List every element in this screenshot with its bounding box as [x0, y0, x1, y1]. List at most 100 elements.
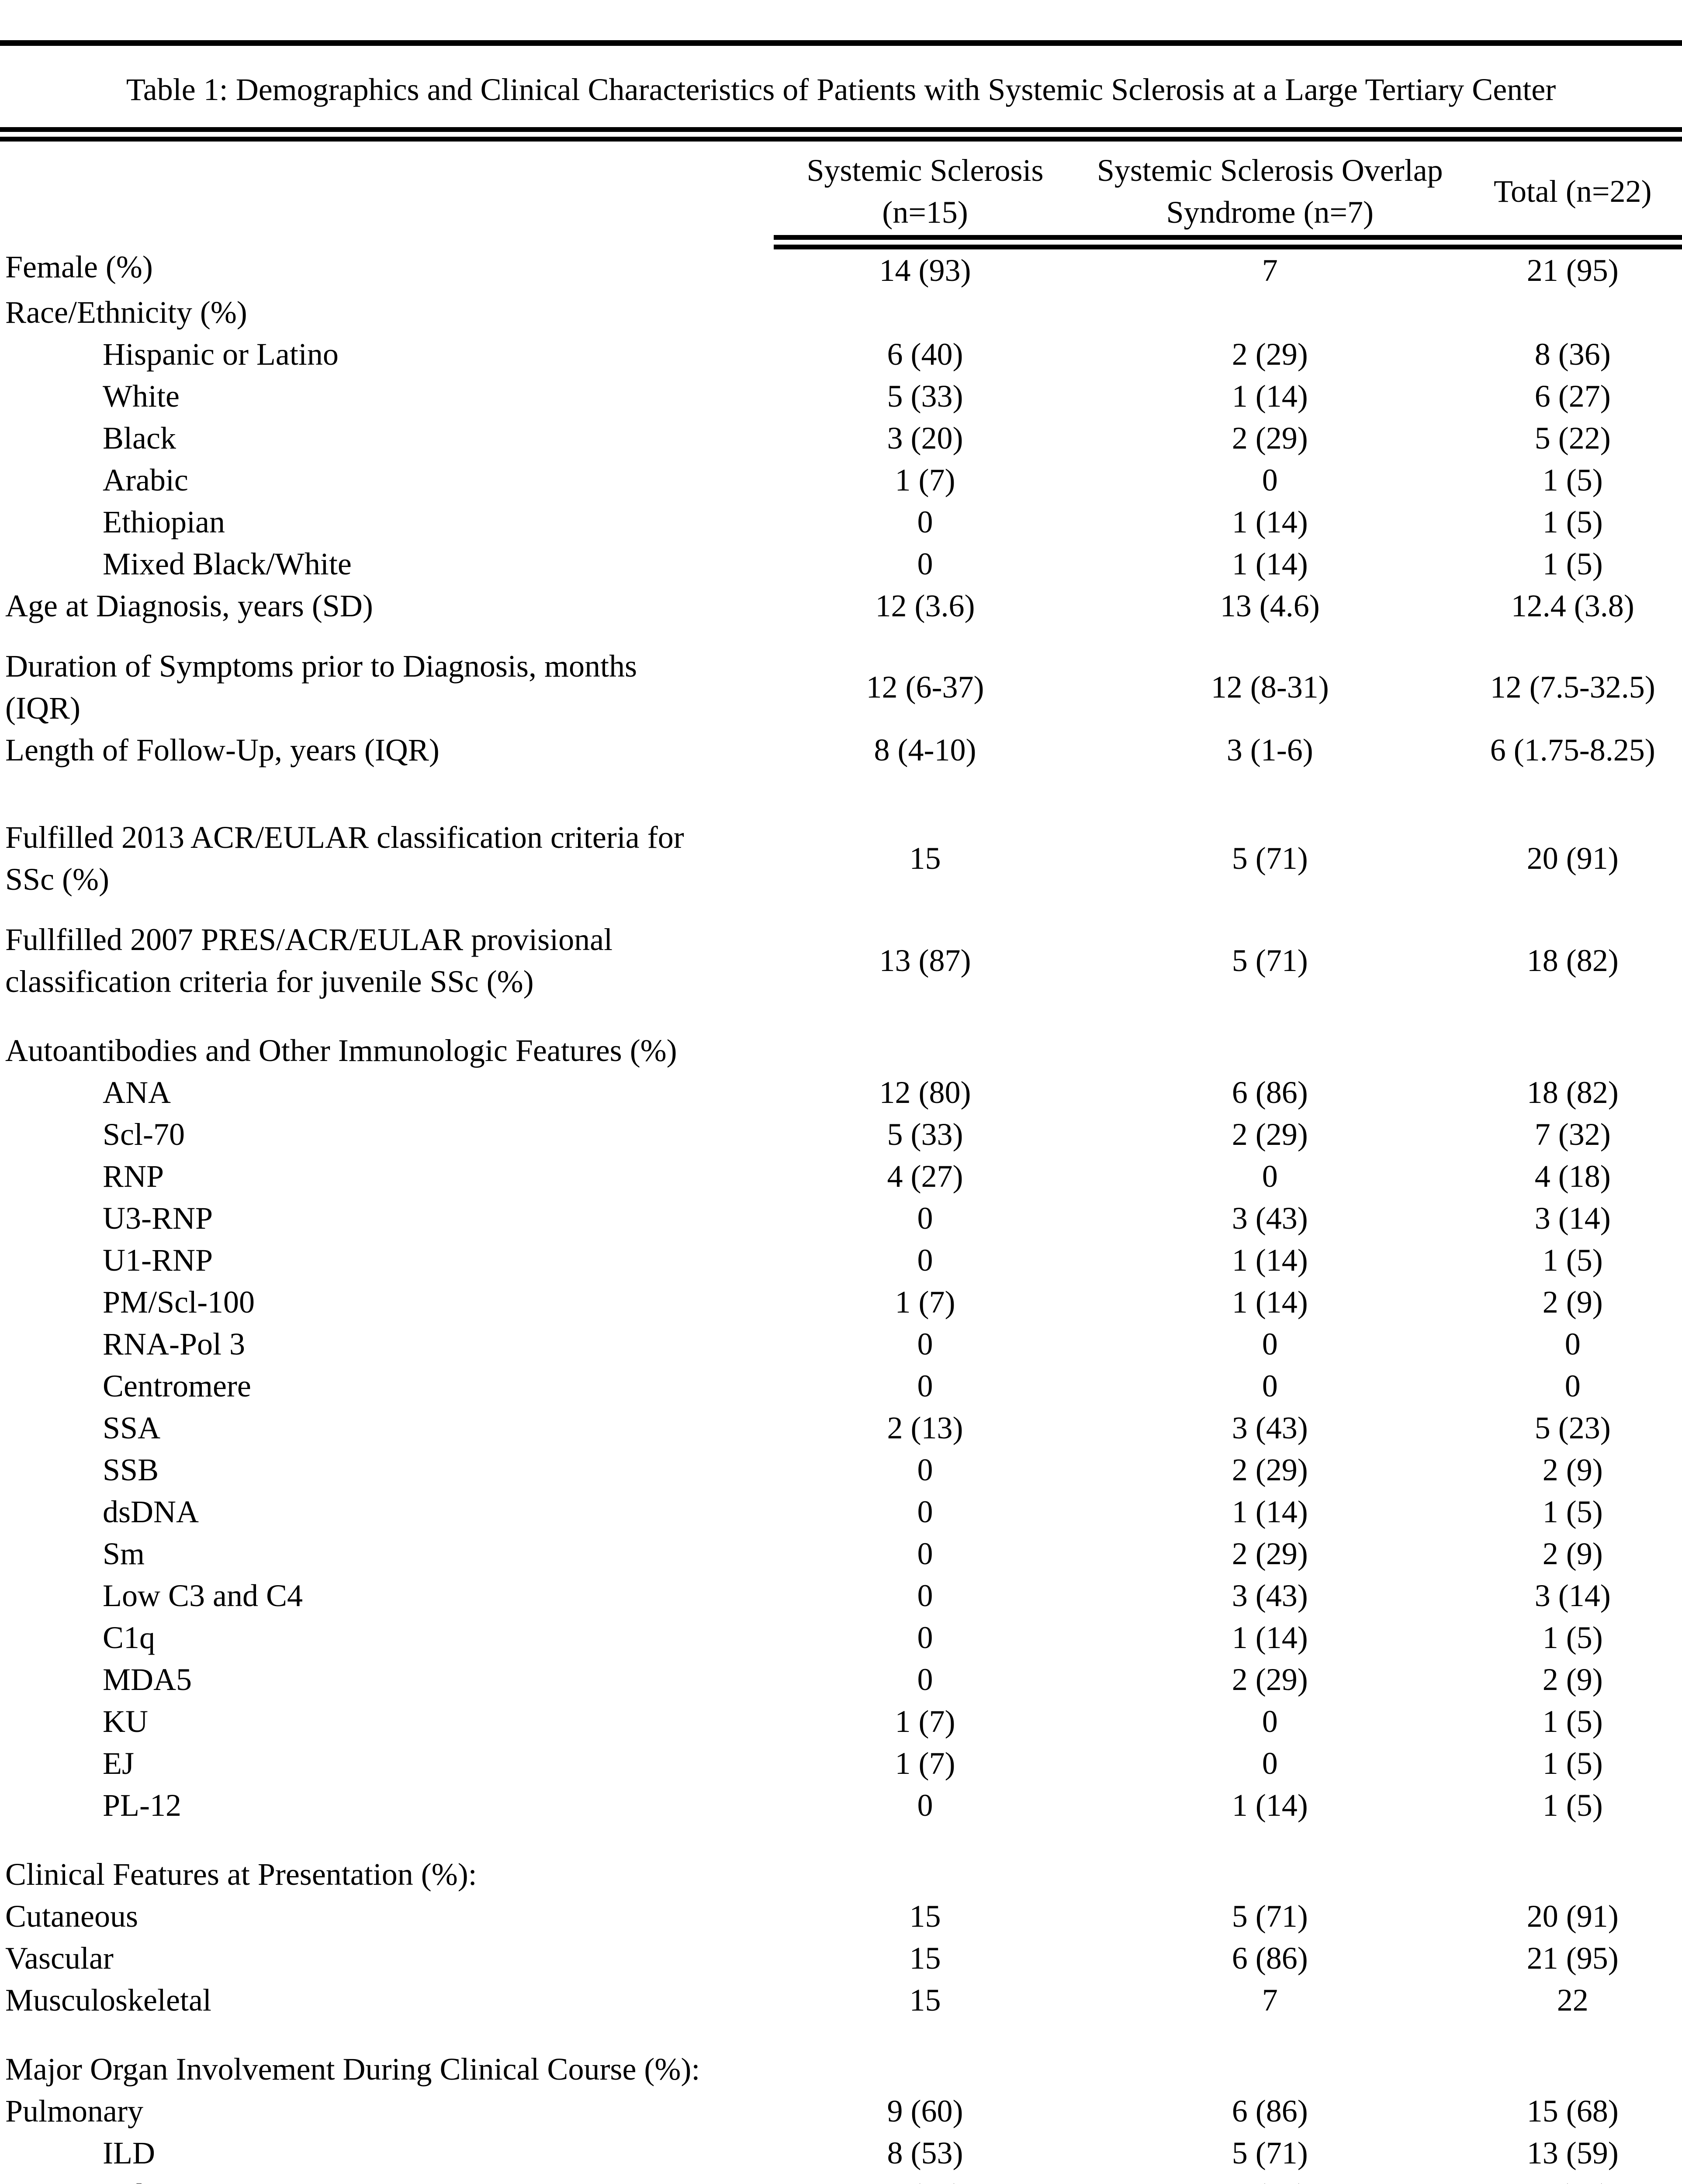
table-row: Fulfilled 2013 ACR/EULAR classification …: [0, 798, 1682, 900]
cell-value: 1 (5): [1542, 505, 1603, 539]
table-row: Mixed Black/White 0 1 (14) 1 (5): [0, 543, 1682, 585]
cell-value: 1 (5): [1542, 463, 1603, 498]
row-label: U1-RNP: [103, 1243, 213, 1278]
cell-value: 14 (93): [879, 253, 971, 288]
cell-value: [774, 1030, 1076, 1071]
row-label: SSB: [103, 1452, 159, 1487]
cell-value: 0: [1564, 1368, 1581, 1403]
cell-value: 13 (59): [1526, 2136, 1619, 2170]
row-label: RNA-Pol 3: [103, 1327, 246, 1362]
table-row: Pulmonary 9 (60) 6 (86) 15 (68): [0, 2090, 1682, 2132]
table-row: EJ 1 (7) 0 1 (5): [0, 1742, 1682, 1784]
table-header: Systemic Sclerosis (n=15) Systemic Scler…: [0, 142, 1682, 249]
row-label: Black: [103, 421, 176, 456]
row-label: Musculoskeletal: [5, 1983, 211, 2018]
cell-value: 20 (91): [1526, 841, 1619, 876]
row-label: PL-12: [103, 1788, 181, 1823]
table-row: U1-RNP 0 1 (14) 1 (5): [0, 1239, 1682, 1281]
cell-value: 1 (7): [895, 1746, 955, 1781]
cell-value: 1 (5): [1542, 546, 1603, 581]
table-row: KU 1 (7) 0 1 (5): [0, 1700, 1682, 1742]
table-row: PL-12 0 1 (14) 1 (5): [0, 1784, 1682, 1826]
cell-value: 1 (5): [1542, 1788, 1603, 1823]
row-label: Vascular: [5, 1941, 114, 1976]
cell-value: [1076, 291, 1464, 333]
cell-value: 1 (14): [1232, 1243, 1308, 1278]
cell-value: 1 (14): [1232, 1494, 1308, 1529]
table-row: Duration of Symptoms prior to Diagnosis,…: [0, 627, 1682, 729]
cell-value: 8 (4-10): [874, 733, 976, 767]
row-label: Major Organ Involvement During Clinical …: [5, 2052, 700, 2087]
cell-value: 1 (14): [1232, 1788, 1308, 1823]
cell-value: 5 (71): [1232, 2136, 1308, 2170]
row-label: MDA5: [103, 1662, 192, 1697]
table-row: Musculoskeletal 15 7 22: [0, 1979, 1682, 2021]
table-row: Black 3 (20) 2 (29) 5 (22): [0, 417, 1682, 459]
table-row: MDA5 0 2 (29) 2 (9): [0, 1659, 1682, 1700]
cell-value: 6 (86): [1232, 2094, 1308, 2129]
table-row: Major Organ Involvement During Clinical …: [0, 2048, 1682, 2090]
table-row: Scl-70 5 (33) 2 (29) 7 (32): [0, 1113, 1682, 1155]
cell-value: 3 (43): [1232, 1410, 1308, 1445]
table-row: Vascular 15 6 (86) 21 (95): [0, 1937, 1682, 1979]
cell-value: 12 (3.6): [875, 588, 975, 623]
page-title: Table 1: Demographics and Clinical Chara…: [126, 72, 1556, 107]
table-row: RNA-Pol 3 0 0 0: [0, 1323, 1682, 1365]
cell-value: 2 (29): [1232, 1536, 1308, 1571]
row-label: KU: [103, 1704, 148, 1739]
row-label: Duration of Symptoms prior to Diagnosis,…: [5, 649, 637, 726]
cell-value: 0: [1262, 463, 1278, 498]
cell-value: 0: [917, 1620, 933, 1655]
row-label: ANA: [103, 1075, 171, 1110]
cell-value: 2 (29): [1076, 2174, 1464, 2184]
cell-value: [774, 1853, 1076, 1895]
cell-value: 15: [909, 1941, 941, 1976]
table-row: ILD 8 (53) 5 (71) 13 (59): [0, 2132, 1682, 2174]
cell-value: 6 (27): [1534, 379, 1611, 414]
table-row: SSA 2 (13) 3 (43) 5 (23): [0, 1407, 1682, 1449]
cell-value: 2 (9): [1542, 1662, 1603, 1697]
cell-value: 18 (82): [1526, 1075, 1619, 1110]
cell-value: [774, 291, 1076, 333]
row-label: PM/Scl-100: [103, 1285, 255, 1320]
cell-value: 1 (14): [1232, 505, 1308, 539]
cell-value: 0: [1262, 1746, 1278, 1781]
cell-value: 15: [909, 1899, 941, 1934]
col-header-systemic-sclerosis: Systemic Sclerosis (n=15): [774, 142, 1076, 249]
cell-value: [1464, 291, 1682, 333]
cell-value: 5 (71): [1232, 841, 1308, 876]
cell-value: 3 (20): [887, 421, 963, 456]
cell-value: 1 (5): [1542, 1704, 1603, 1739]
cell-value: 1 (14): [1232, 1285, 1308, 1320]
row-label: Scl-70: [103, 1117, 185, 1152]
table-row: PM/Scl-100 1 (7) 1 (14) 2 (9): [0, 1281, 1682, 1323]
cell-value: 13 (87): [879, 943, 971, 978]
cell-value: 2 (9): [1542, 1285, 1603, 1320]
row-label: dsDNA: [103, 1494, 199, 1529]
cell-value: 18 (82): [1526, 943, 1619, 978]
cell-value: 5 (71): [1232, 943, 1308, 978]
cell-value: 2 (29): [1232, 1117, 1308, 1152]
cell-value: 3 (20): [774, 2174, 1076, 2184]
cell-value: 5 (33): [887, 379, 963, 414]
cell-value: 5 (71): [1232, 1899, 1308, 1934]
cell-value: 1 (5): [1542, 1620, 1603, 1655]
cell-value: 6 (86): [1232, 1075, 1308, 1110]
row-label: Pulmonary: [5, 2094, 143, 2129]
cell-value: [1076, 2048, 1464, 2090]
table-row: Clinical Features at Presentation (%):: [0, 1853, 1682, 1895]
row-label: Clinical Features at Presentation (%):: [5, 1857, 477, 1892]
row-label: Fulfilled 2013 ACR/EULAR classification …: [5, 820, 684, 897]
cell-value: 1 (14): [1232, 1620, 1308, 1655]
cell-value: 3 (14): [1534, 1201, 1611, 1236]
spacer-cell: [0, 771, 1682, 798]
cell-value: 0: [917, 1201, 933, 1236]
table-row: Fullfilled 2007 PRES/ACR/EULAR provision…: [0, 900, 1682, 1002]
row-label: White: [103, 379, 180, 414]
cell-value: [774, 2048, 1076, 2090]
cell-value: 7: [1262, 253, 1278, 288]
cell-value: 9 (60): [887, 2094, 963, 2129]
row-label: Low C3 and C4: [103, 1578, 303, 1613]
cell-value: 2 (29): [1232, 1662, 1308, 1697]
